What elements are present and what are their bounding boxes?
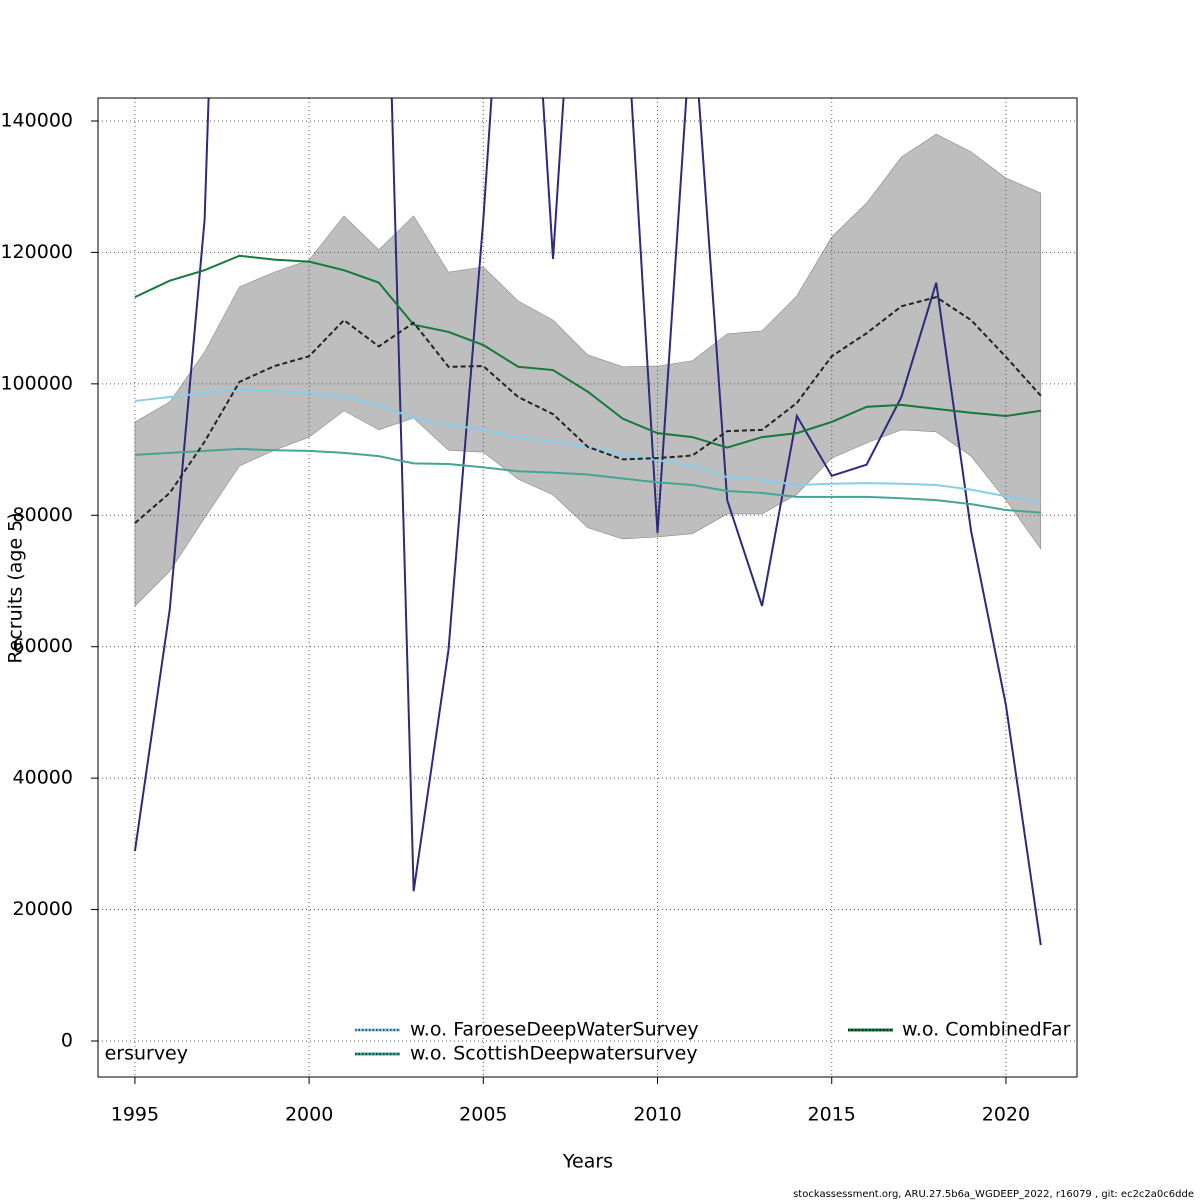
legend-label: ersurvey [105, 1043, 188, 1065]
legend-label: w.o. FaroeseDeepWaterSurvey [410, 1019, 699, 1041]
x-tick-label: 2015 [808, 1104, 856, 1126]
x-tick-label: 2000 [285, 1104, 333, 1126]
series-line [134, 447, 1041, 514]
x-tick-label: 2020 [982, 1104, 1030, 1126]
y-tick-label: 60000 [13, 635, 73, 657]
x-tick-label: 2005 [459, 1104, 507, 1126]
x-tick-label: 1995 [111, 1104, 159, 1126]
x-axis-label: Years [562, 1151, 613, 1173]
y-tick-label: 100000 [0, 372, 73, 394]
legend-label: w.o. CombinedFar [902, 1019, 1071, 1041]
legend-label: w.o. ScottishDeepwatersurvey [410, 1043, 698, 1065]
footer: stockassessment.org, ARU.27.5b6a_WGDEEP_… [793, 1189, 1194, 1200]
y-tick-label: 20000 [13, 898, 73, 920]
y-tick-label: 40000 [13, 767, 73, 789]
plot-area [98, 98, 1077, 1077]
y-tick-label: 80000 [13, 504, 73, 526]
y-tick-label: 140000 [0, 109, 73, 131]
y-axis-label: Recruits (age 5) [5, 512, 27, 663]
plot-frame [97, 97, 1078, 1078]
y-tick-label: 120000 [0, 241, 73, 263]
series-line [134, 254, 1041, 449]
x-tick-label: 2010 [633, 1104, 681, 1126]
main-line [134, 296, 1042, 524]
confidence-band [134, 133, 1042, 607]
y-tick-label: 0 [61, 1029, 73, 1051]
series-line [133, 98, 1042, 946]
